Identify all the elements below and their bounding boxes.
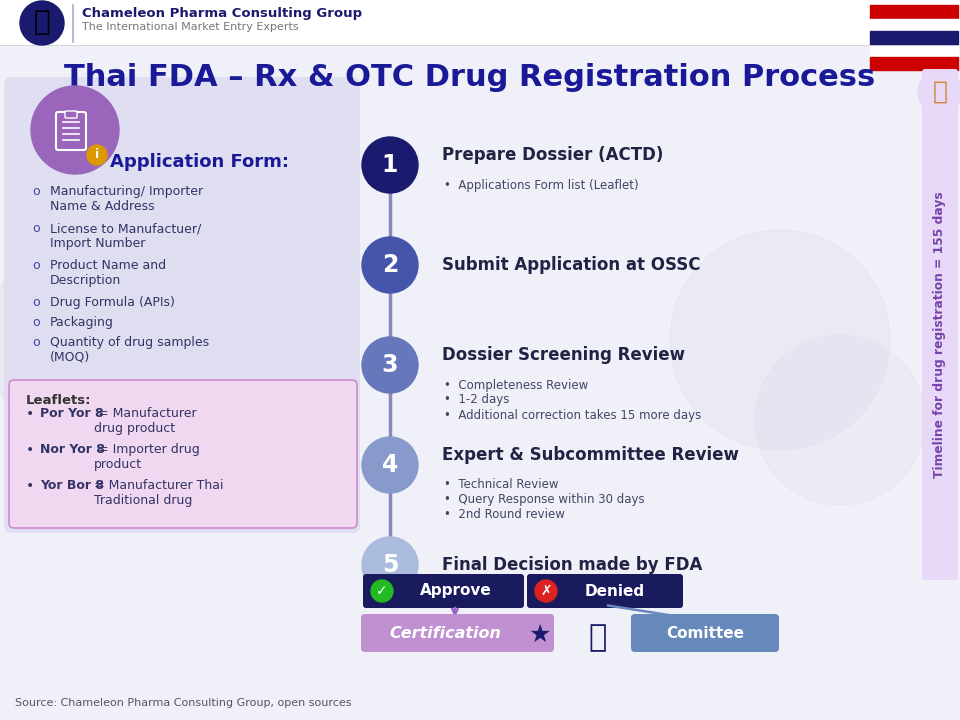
Text: •  Query Response within 30 days: • Query Response within 30 days: [444, 493, 644, 506]
Text: ✗: ✗: [540, 584, 552, 598]
Text: Drug Formula (APIs): Drug Formula (APIs): [50, 296, 175, 309]
Text: The International Market Entry Experts: The International Market Entry Experts: [82, 22, 299, 32]
Text: Timeline for drug registration = 155 days: Timeline for drug registration = 155 day…: [933, 192, 947, 478]
Ellipse shape: [381, 139, 399, 161]
Text: i: i: [95, 148, 99, 161]
Text: Application Form:: Application Form:: [110, 153, 290, 171]
Text: •  1-2 days: • 1-2 days: [444, 394, 510, 407]
Text: Manufacturing/ Importer
Name & Address: Manufacturing/ Importer Name & Address: [50, 185, 204, 213]
Text: Certification: Certification: [389, 626, 501, 641]
Text: = Manufacturer
drug product: = Manufacturer drug product: [94, 407, 197, 435]
Text: License to Manufactuer/
Import Number: License to Manufactuer/ Import Number: [50, 222, 202, 250]
Text: = Importer drug
product: = Importer drug product: [94, 443, 200, 471]
Circle shape: [371, 580, 393, 602]
Text: ★: ★: [529, 623, 551, 647]
Text: Expert & Subcommittee Review: Expert & Subcommittee Review: [442, 446, 739, 464]
Text: 🦎: 🦎: [34, 8, 50, 36]
Bar: [870, 31, 958, 44]
Text: 1: 1: [382, 153, 398, 177]
Text: 🖥: 🖥: [588, 624, 607, 652]
FancyBboxPatch shape: [631, 614, 779, 652]
Text: Source: Chameleon Pharma Consulting Group, open sources: Source: Chameleon Pharma Consulting Grou…: [15, 698, 351, 708]
Text: 2: 2: [382, 253, 398, 277]
Text: Nor Yor 8: Nor Yor 8: [40, 443, 105, 456]
FancyBboxPatch shape: [4, 77, 360, 533]
Circle shape: [0, 210, 250, 470]
Circle shape: [670, 230, 890, 450]
Text: •  Additional correction takes 15 more days: • Additional correction takes 15 more da…: [444, 408, 701, 421]
Text: o: o: [32, 185, 39, 198]
Text: Product Name and
Description: Product Name and Description: [50, 259, 166, 287]
Text: Thai FDA – Rx & OTC Drug Registration Process: Thai FDA – Rx & OTC Drug Registration Pr…: [64, 63, 876, 91]
Text: o: o: [32, 296, 39, 309]
Text: •  Technical Review: • Technical Review: [444, 479, 559, 492]
FancyBboxPatch shape: [922, 69, 958, 580]
Bar: [870, 46, 958, 57]
Circle shape: [755, 335, 925, 505]
Bar: [870, 57, 958, 70]
Text: o: o: [32, 259, 39, 272]
Bar: [870, 5, 958, 18]
Text: •  2nd Round review: • 2nd Round review: [444, 508, 564, 521]
FancyBboxPatch shape: [9, 380, 357, 528]
Text: •  Completeness Review: • Completeness Review: [444, 379, 588, 392]
FancyBboxPatch shape: [0, 0, 960, 45]
Circle shape: [20, 1, 64, 45]
Text: Chameleon Pharma Consulting Group: Chameleon Pharma Consulting Group: [82, 7, 362, 20]
Text: Dossier Screening Review: Dossier Screening Review: [442, 346, 685, 364]
Text: Prepare Dossier (ACTD): Prepare Dossier (ACTD): [442, 146, 663, 164]
Text: •: •: [26, 407, 35, 421]
Text: o: o: [32, 336, 39, 349]
Text: Yor Bor 8: Yor Bor 8: [40, 479, 104, 492]
Text: Denied: Denied: [585, 583, 645, 598]
Text: Packaging: Packaging: [50, 316, 114, 329]
Circle shape: [362, 337, 418, 393]
Circle shape: [362, 237, 418, 293]
Text: •: •: [26, 479, 35, 493]
Text: ✓: ✓: [376, 584, 388, 598]
Text: Submit Application at OSSC: Submit Application at OSSC: [442, 256, 701, 274]
Text: 3: 3: [382, 353, 398, 377]
Text: Approve: Approve: [420, 583, 492, 598]
Text: ⧖: ⧖: [932, 80, 948, 104]
Text: •  Applications Form list (Leaflet): • Applications Form list (Leaflet): [444, 179, 638, 192]
FancyBboxPatch shape: [527, 574, 683, 608]
Circle shape: [362, 437, 418, 493]
Circle shape: [87, 145, 107, 165]
Text: 5: 5: [382, 553, 398, 577]
Text: •: •: [26, 443, 35, 457]
Circle shape: [362, 137, 418, 193]
FancyBboxPatch shape: [65, 111, 77, 118]
Text: Quantity of drug samples
(MOQ): Quantity of drug samples (MOQ): [50, 336, 209, 364]
Text: 4: 4: [382, 453, 398, 477]
Bar: [870, 19, 958, 30]
FancyBboxPatch shape: [363, 574, 524, 608]
Text: Por Yor 8: Por Yor 8: [40, 407, 104, 420]
FancyBboxPatch shape: [361, 614, 554, 652]
Circle shape: [918, 70, 960, 114]
Circle shape: [362, 537, 418, 593]
Text: = Manufacturer Thai
Traditional drug: = Manufacturer Thai Traditional drug: [94, 479, 224, 507]
Text: Final Decision made by FDA: Final Decision made by FDA: [442, 556, 703, 574]
Text: Comittee: Comittee: [666, 626, 744, 641]
Circle shape: [31, 86, 119, 174]
Text: o: o: [32, 316, 39, 329]
Text: o: o: [32, 222, 39, 235]
Circle shape: [535, 580, 557, 602]
Text: Leaflets:: Leaflets:: [26, 394, 91, 407]
